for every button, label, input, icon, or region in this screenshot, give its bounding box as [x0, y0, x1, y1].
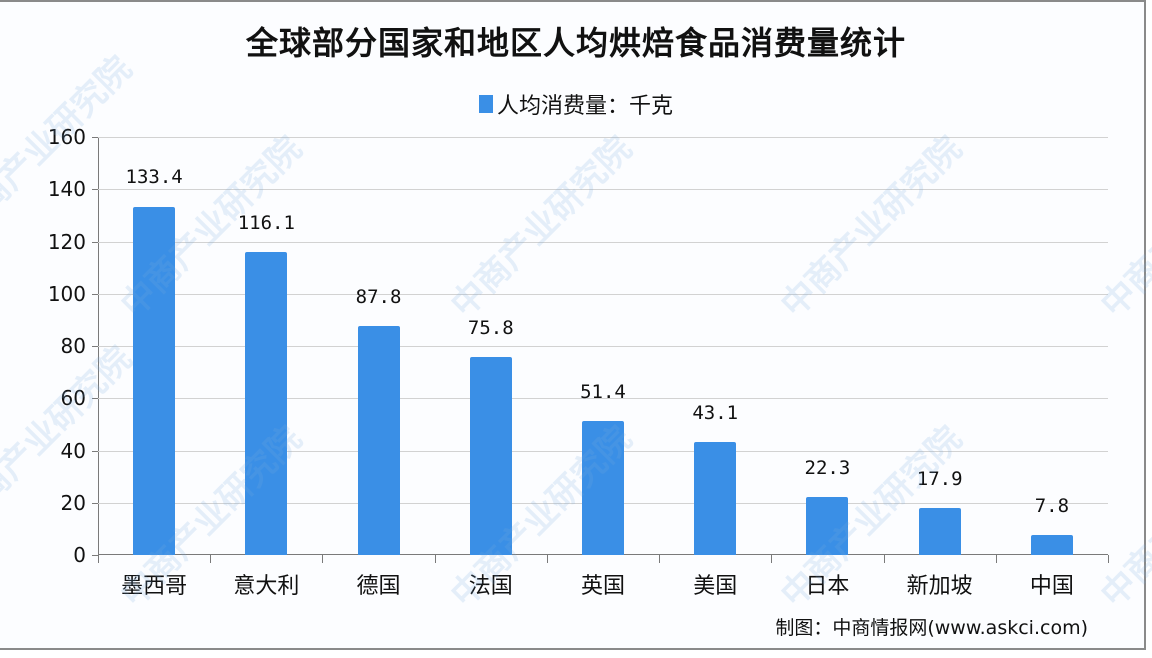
x-tick — [322, 555, 324, 563]
x-tick — [771, 555, 773, 563]
gridline — [98, 137, 1108, 138]
bar-value-label: 116.1 — [237, 211, 295, 234]
bar-1 — [133, 206, 176, 555]
y-tick-label: 40 — [60, 438, 86, 463]
bar-3 — [357, 325, 400, 555]
chart-title: 全球部分国家和地区人均烘焙食品消费量统计 — [245, 24, 906, 62]
y-tick — [92, 555, 98, 556]
bar-value-label: 75.8 — [467, 316, 514, 339]
y-tick-label: 100 — [47, 281, 86, 306]
x-tick — [995, 555, 997, 563]
y-tick — [92, 189, 98, 191]
x-category-label: 中国 — [1029, 574, 1074, 599]
x-category-label: 墨西哥 — [121, 574, 188, 599]
y-tick-label: 120 — [47, 229, 86, 254]
bar-value-label: 7.8 — [1034, 494, 1070, 517]
x-tick — [883, 555, 885, 563]
x-category-label: 法国 — [468, 574, 513, 599]
bar-2 — [245, 251, 288, 555]
gridline — [98, 293, 1108, 295]
x-category-label: 德国 — [356, 574, 401, 599]
y-tick — [92, 241, 98, 243]
x-tick — [98, 555, 99, 563]
x-tick — [1108, 555, 1109, 563]
bar-5 — [582, 420, 624, 555]
y-tick-label: 60 — [60, 386, 86, 411]
y-tick-label: 140 — [47, 177, 86, 202]
bar-4 — [469, 356, 512, 555]
bar-8 — [918, 508, 961, 555]
chart-legend: 人均消费量：千克 — [0, 88, 1152, 120]
y-tick — [92, 502, 98, 504]
x-category-label: 美国 — [693, 574, 738, 599]
legend-label: 人均消费量：千克 — [496, 94, 673, 119]
gridline — [98, 241, 1108, 243]
x-tick — [659, 555, 661, 563]
bar-7 — [806, 496, 849, 555]
source-credit: 制图：中商情报网(www.askci.com) — [775, 617, 1088, 639]
gridline — [98, 189, 1108, 191]
y-tick-label: 80 — [60, 334, 86, 358]
bar-9 — [1030, 534, 1073, 555]
x-tick — [210, 555, 212, 563]
bar-value-label: 17.9 — [916, 468, 963, 491]
y-tick — [92, 346, 98, 347]
gridline — [98, 398, 1108, 400]
x-tick — [434, 555, 436, 563]
y-tick-label: 20 — [60, 490, 86, 515]
bar-6 — [694, 442, 737, 555]
y-tick-label: 160 — [47, 125, 86, 149]
bar-value-label: 51.4 — [580, 380, 626, 403]
legend-swatch — [478, 95, 493, 113]
bar-value-label: 22.3 — [804, 456, 851, 479]
y-tick-label: 0 — [73, 543, 86, 567]
y-tick — [92, 293, 98, 295]
gridline — [98, 346, 1108, 347]
x-category-label: 意大利 — [233, 574, 300, 599]
plot-area: 133.4 116.1 87.8 75.8 51.4 43.1 22.3 17.9 7.8 — [92, 137, 1109, 563]
y-tick — [92, 450, 98, 452]
bar-value-label: 87.8 — [355, 285, 402, 308]
y-tick — [92, 398, 98, 400]
x-category-label: 英国 — [580, 574, 625, 599]
bar-value-label: 43.1 — [692, 402, 739, 425]
x-tick — [546, 555, 548, 563]
x-category-label: 新加坡 — [906, 574, 973, 599]
bar-value-label: 133.4 — [125, 166, 183, 189]
y-tick — [92, 137, 98, 138]
x-category-label: 日本 — [805, 574, 850, 599]
